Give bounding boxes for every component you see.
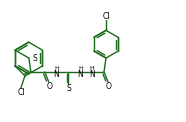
Text: O: O <box>106 82 112 91</box>
Text: Cl: Cl <box>102 12 110 21</box>
Text: Cl: Cl <box>17 88 25 97</box>
Text: H: H <box>78 66 83 71</box>
Text: N: N <box>89 70 95 79</box>
Text: S: S <box>66 84 71 93</box>
Text: H: H <box>90 66 94 71</box>
Text: N: N <box>77 70 83 79</box>
Text: O: O <box>47 82 53 91</box>
Text: H: H <box>54 66 59 71</box>
Text: N: N <box>54 70 60 79</box>
Text: S: S <box>33 54 38 63</box>
